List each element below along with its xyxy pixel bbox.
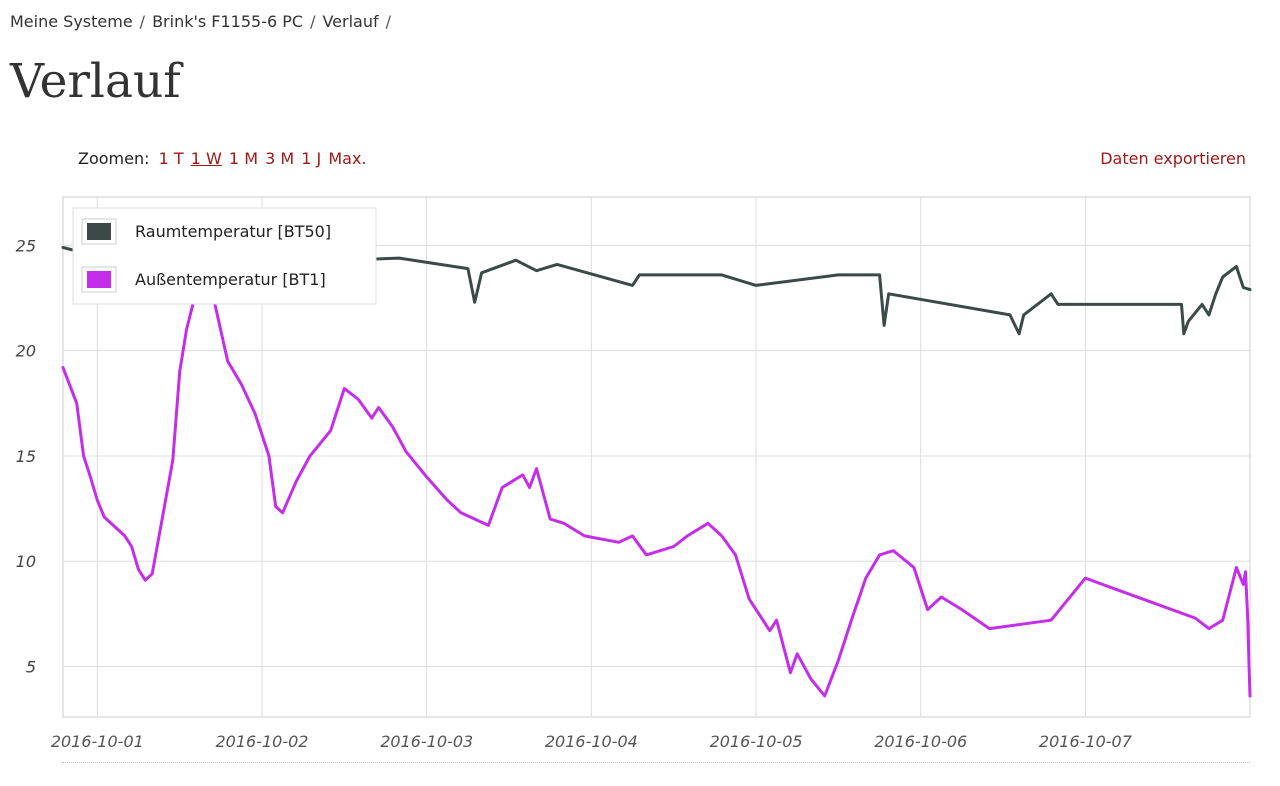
zoom-1-year[interactable]: 1 J <box>301 149 322 168</box>
legend-box <box>72 207 377 305</box>
y-tick-label: 5 <box>26 657 36 676</box>
x-tick-label: 2016-10-02 <box>216 732 309 751</box>
history-chart[interactable]: 5 10 15 20 25 2016-10-01 2016-10-02 2016-10-03… <box>0 180 1280 755</box>
y-tick-label: 25 <box>16 236 36 255</box>
zoom-bar: Zoomen: 1 T 1 W 1 M 3 M 1 J Max. <box>78 149 369 168</box>
y-tick-label: 10 <box>16 552 36 571</box>
y-tick-label: 15 <box>16 447 36 466</box>
legend-swatch-aussen <box>87 271 111 288</box>
page-title: Verlauf <box>10 54 181 109</box>
breadcrumb-separator: / <box>310 12 316 31</box>
y-tick-label: 20 <box>16 342 36 361</box>
zoom-3-months[interactable]: 3 M <box>265 149 295 168</box>
breadcrumb-item-device[interactable]: Brink's F1155-6 PC <box>152 12 304 31</box>
x-tick-label: 2016-10-03 <box>380 732 473 751</box>
breadcrumb-separator: / <box>139 12 146 31</box>
series-line-raum <box>61 233 1252 336</box>
x-tick-label: 2016-10-04 <box>545 732 638 751</box>
breadcrumb-separator: / <box>385 12 392 31</box>
breadcrumb: Meine Systeme / Brink's F1155-6 PC / Verlauf… <box>10 12 398 31</box>
x-axis-ticks: 2016-10-01 2016-10-02 2016-10-03 2016-10-04… <box>51 732 1133 751</box>
legend-label-aussen: Außentemperatur [BT1] <box>135 270 326 289</box>
y-axis-ticks: 5 10 15 20 25 <box>16 236 36 676</box>
breadcrumb-item-history[interactable]: Verlauf <box>322 12 379 31</box>
x-tick-label: 2016-10-05 <box>710 732 803 751</box>
legend-item-raum[interactable]: Raumtemperatur [BT50] <box>81 218 331 245</box>
zoom-label: Zoomen: <box>78 149 150 168</box>
zoom-1-month[interactable]: 1 M <box>228 149 258 168</box>
series-line-aussen <box>61 281 1252 698</box>
legend-swatch-raum <box>87 223 111 240</box>
series-layer <box>61 233 1252 698</box>
zoom-max[interactable]: Max. <box>328 149 367 168</box>
x-tick-label: 2016-10-06 <box>874 732 967 751</box>
divider <box>62 762 1250 763</box>
zoom-1-week[interactable]: 1 W <box>190 149 222 168</box>
legend-item-aussen[interactable]: Außentemperatur [BT1] <box>81 266 326 293</box>
export-data-link[interactable]: Daten exportieren <box>1100 149 1246 168</box>
chart-legend: Raumtemperatur [BT50] Außentemperatur [B… <box>72 207 377 305</box>
zoom-1-day[interactable]: 1 T <box>158 149 184 168</box>
x-tick-label: 2016-10-07 <box>1039 732 1133 751</box>
legend-label-raum: Raumtemperatur [BT50] <box>135 222 331 241</box>
x-tick-label: 2016-10-01 <box>51 732 144 751</box>
breadcrumb-item-systems[interactable]: Meine Systeme <box>10 12 133 31</box>
